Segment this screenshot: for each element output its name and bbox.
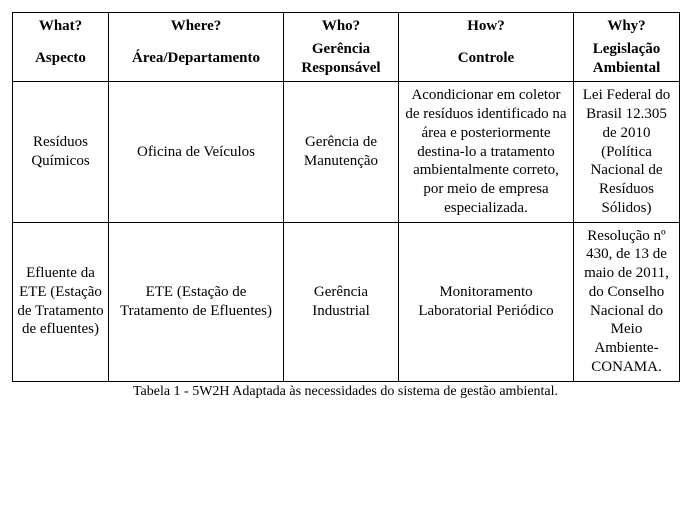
table-row: Efluente da ETE (Estação de Tratamento d…	[13, 222, 680, 381]
table-caption: Tabela 1 - 5W2H Adaptada às necessidades…	[12, 382, 679, 400]
table-row: Resíduos Químicos Oficina de Veículos Ge…	[13, 82, 680, 222]
table-header-row-bottom: Aspecto Área/Departamento Gerência Respo…	[13, 40, 680, 82]
cell-why: Resolução nº 430, de 13 de maio de 2011,…	[574, 222, 680, 381]
col-header-why-bottom: Legislação Ambiental	[574, 40, 680, 82]
cell-where: ETE (Estação de Tratamento de Efluentes)	[109, 222, 284, 381]
col-header-who-bottom: Gerência Responsável	[284, 40, 399, 82]
table-header-row-top: What? Where? Who? How? Why?	[13, 13, 680, 40]
col-header-how-top: How?	[399, 13, 574, 40]
cell-what: Efluente da ETE (Estação de Tratamento d…	[13, 222, 109, 381]
col-header-how-bottom: Controle	[399, 40, 574, 82]
cell-why: Lei Federal do Brasil 12.305 de 2010 (Po…	[574, 82, 680, 222]
col-header-who-top: Who?	[284, 13, 399, 40]
cell-how: Acondicionar em coletor de resíduos iden…	[399, 82, 574, 222]
col-header-what-bottom: Aspecto	[13, 40, 109, 82]
cell-how: Monitoramento Laboratorial Periódico	[399, 222, 574, 381]
cell-who: Gerência de Manutenção	[284, 82, 399, 222]
col-header-what-top: What?	[13, 13, 109, 40]
cell-what: Resíduos Químicos	[13, 82, 109, 222]
col-header-where-top: Where?	[109, 13, 284, 40]
col-header-where-bottom: Área/Departamento	[109, 40, 284, 82]
cell-who: Gerência Industrial	[284, 222, 399, 381]
col-header-why-top: Why?	[574, 13, 680, 40]
w2h-table: What? Where? Who? How? Why? Aspecto Área…	[12, 12, 680, 382]
cell-where: Oficina de Veículos	[109, 82, 284, 222]
